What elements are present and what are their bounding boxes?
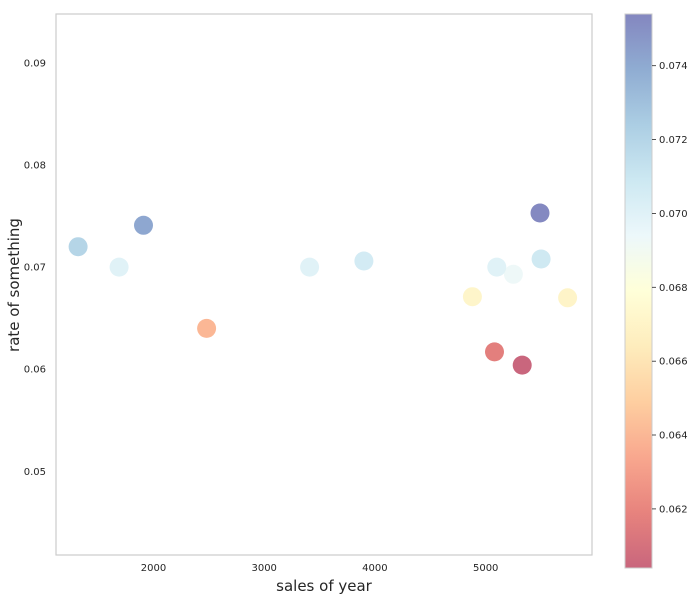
y-tick-label: 0.08 [24,161,46,172]
data-point [503,264,523,284]
plot-area [55,13,593,556]
data-point [354,251,374,271]
x-tick-label: 2000 [141,563,166,574]
y-tick-label: 0.07 [24,263,46,274]
y-tick-label: 0.06 [24,365,46,376]
x-tick-label: 5000 [473,563,498,574]
x-ticks: 2000 3000 4000 5000 [141,563,499,574]
colorbar-tick-label: 0.066 [659,357,688,368]
colorbar-tick-label: 0.068 [659,283,688,294]
data-point [134,215,153,235]
x-axis-label: sales of year [276,577,373,595]
x-tick-label: 4000 [362,563,387,574]
y-tick-label: 0.05 [24,467,46,478]
data-point [558,288,578,308]
y-axis-label: rate of something [5,218,23,352]
data-point [462,287,482,307]
colorbar-tick-label: 0.074 [659,61,688,72]
colorbar-tick-label: 0.062 [659,504,688,515]
points-layer [68,203,578,375]
x-tick-label: 3000 [251,563,276,574]
colorbar-tick-label: 0.064 [659,431,688,442]
colorbar-tick-label: 0.072 [659,135,688,146]
data-point [487,257,507,277]
colorbar-tick-label: 0.070 [659,209,688,220]
colorbar-ticks: 0.062 0.064 0.066 0.068 0.070 0.072 0.074 [652,61,688,515]
data-point [512,355,532,375]
data-point [109,257,129,277]
data-point [68,237,88,257]
data-point [530,203,550,223]
data-point [531,249,551,269]
data-point [485,342,504,362]
data-point [197,318,217,338]
colorbar [624,13,653,569]
y-tick-label: 0.09 [24,59,46,70]
data-point [300,257,320,277]
y-ticks: 0.05 0.06 0.07 0.08 0.09 [24,59,46,478]
